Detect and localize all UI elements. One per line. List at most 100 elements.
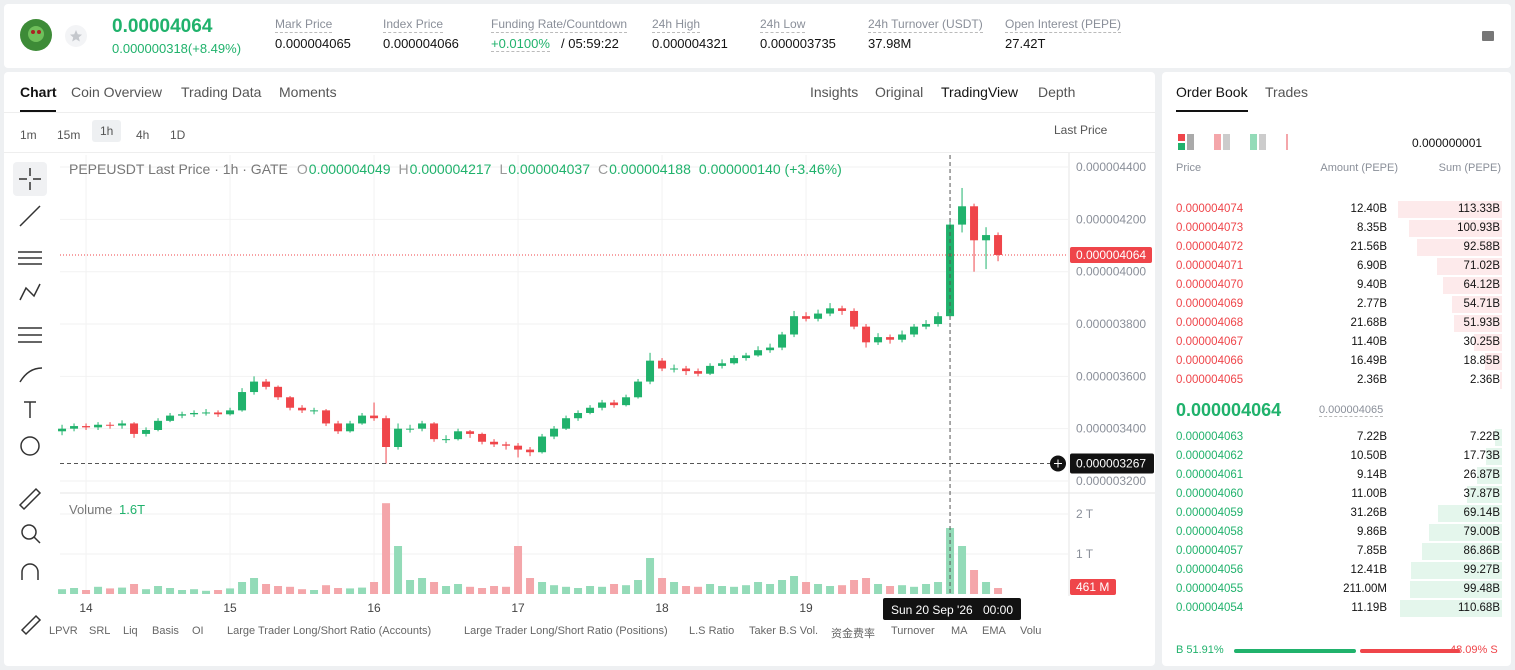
- candle-body: [898, 334, 907, 340]
- stat-value: 0.000003735: [760, 36, 836, 51]
- book-amount: 21.68B: [1350, 317, 1387, 329]
- book-row: 0.000004056 12.41B 99.27B: [1162, 561, 1510, 580]
- favorite-star[interactable]: [65, 25, 87, 47]
- book-amount: 9.86B: [1356, 526, 1387, 538]
- tab[interactable]: TradingView: [941, 84, 1019, 100]
- candle-body: [742, 355, 751, 359]
- tab[interactable]: Insights: [810, 84, 859, 100]
- volume-bar: [694, 586, 703, 594]
- book-amount: 11.19B: [1351, 602, 1387, 614]
- stat-value: 0.000004066: [383, 36, 459, 51]
- interval[interactable]: 1D: [170, 128, 186, 142]
- tab[interactable]: Trading Data: [181, 84, 262, 100]
- candle-body: [382, 418, 391, 447]
- volume-tick-label: 1 T: [1076, 547, 1094, 561]
- volume-bar: [634, 580, 643, 594]
- candle-body: [814, 313, 823, 319]
- candle-body: [670, 368, 679, 370]
- interval[interactable]: 4h: [136, 128, 150, 142]
- candle-body: [598, 402, 607, 408]
- layout-icon[interactable]: [1480, 28, 1496, 44]
- sell-ratio: 48.09% S: [1450, 644, 1498, 656]
- price-type[interactable]: Last Price: [1054, 123, 1108, 137]
- tab[interactable]: Moments: [279, 84, 337, 100]
- book-row: 0.000004059 31.26B 69.14B: [1162, 504, 1510, 523]
- volume-bar: [442, 586, 451, 594]
- tab[interactable]: Coin Overview: [71, 84, 163, 100]
- book-amount: 9.14B: [1356, 469, 1387, 481]
- book-price: 0.000004056: [1176, 564, 1244, 576]
- candle-body: [238, 392, 247, 411]
- volume-bar: [766, 584, 775, 594]
- book-tab[interactable]: Order Book: [1176, 84, 1248, 100]
- indicator[interactable]: OI: [192, 625, 204, 637]
- volume-bar: [358, 587, 367, 594]
- indicator[interactable]: Basis: [152, 625, 179, 637]
- last-volume-label: 461 M: [1076, 580, 1109, 594]
- volume-bar: [670, 582, 679, 594]
- volume-bar: [790, 576, 799, 594]
- candle-body: [310, 410, 319, 412]
- indicator[interactable]: Volu: [1020, 625, 1042, 637]
- candle-body: [70, 426, 79, 429]
- volume-bar: [802, 582, 811, 594]
- indicator[interactable]: Large Trader Long/Short Ratio (Accounts): [227, 625, 432, 637]
- indicator[interactable]: 资金费率: [831, 628, 875, 640]
- indicator[interactable]: MA: [951, 625, 968, 637]
- candle-body: [658, 360, 667, 369]
- tab[interactable]: Chart: [20, 84, 57, 100]
- candle-body: [58, 428, 67, 432]
- x-tick-label: 15: [223, 601, 237, 615]
- depth-bar: [1485, 448, 1502, 465]
- mark-price: 0.000004065: [1319, 404, 1384, 417]
- interval[interactable]: 1h: [92, 120, 122, 142]
- candle-body: [262, 381, 271, 387]
- book-sum: 110.68B: [1458, 602, 1500, 614]
- indicator[interactable]: L.S Ratio: [689, 625, 735, 637]
- ohlc-key: L: [499, 161, 508, 177]
- book-amount: 211.00M: [1343, 583, 1387, 595]
- volume-bar: [958, 546, 967, 594]
- volume-bar: [934, 582, 943, 594]
- volume-bar: [658, 578, 667, 594]
- depth-bar: [1438, 505, 1502, 522]
- book-row: 0.000004073 8.35B 100.93B: [1162, 219, 1510, 238]
- indicator[interactable]: Large Trader Long/Short Ratio (Positions…: [464, 625, 668, 637]
- volume-bar: [502, 586, 511, 594]
- volume-bar: [406, 580, 415, 594]
- volume-bar: [346, 588, 355, 594]
- book-header: Price: [1176, 162, 1202, 174]
- volume-bar: [394, 546, 403, 594]
- candle-body: [718, 363, 727, 366]
- candle-body: [478, 433, 487, 442]
- interval[interactable]: 1m: [20, 128, 37, 142]
- indicator[interactable]: LPVR: [49, 625, 78, 637]
- tab[interactable]: Depth: [1038, 84, 1076, 100]
- coin-icon: [20, 19, 52, 51]
- volume-bar: [970, 570, 979, 594]
- book-price: 0.000004074: [1176, 203, 1244, 215]
- book-tab[interactable]: Trades: [1265, 84, 1309, 100]
- depth-bar: [1436, 258, 1502, 275]
- book-sum: 71.02B: [1463, 260, 1500, 272]
- active-tab-underline: [1176, 110, 1248, 112]
- indicator[interactable]: SRL: [89, 625, 111, 637]
- book-price: 0.000004058: [1176, 526, 1244, 538]
- tab[interactable]: Original: [875, 84, 924, 100]
- depth-bar: [1495, 429, 1502, 446]
- volume-bar: [622, 585, 631, 594]
- candle-body: [958, 206, 967, 225]
- volume-bar: [838, 585, 847, 594]
- book-sum: 54.71B: [1463, 298, 1500, 310]
- interval[interactable]: 15m: [57, 128, 81, 142]
- indicator[interactable]: Liq: [123, 625, 138, 637]
- indicator[interactable]: Taker B.S Vol.: [749, 625, 819, 637]
- book-amount: 21.56B: [1350, 241, 1387, 253]
- drawing-toolbar: [13, 162, 47, 636]
- view-mode-icons[interactable]: [1178, 134, 1288, 150]
- depth-bar: [1416, 239, 1502, 256]
- precision[interactable]: 0.000000001: [1412, 136, 1483, 150]
- indicator[interactable]: Turnover: [891, 625, 935, 637]
- indicator[interactable]: EMA: [982, 625, 1006, 637]
